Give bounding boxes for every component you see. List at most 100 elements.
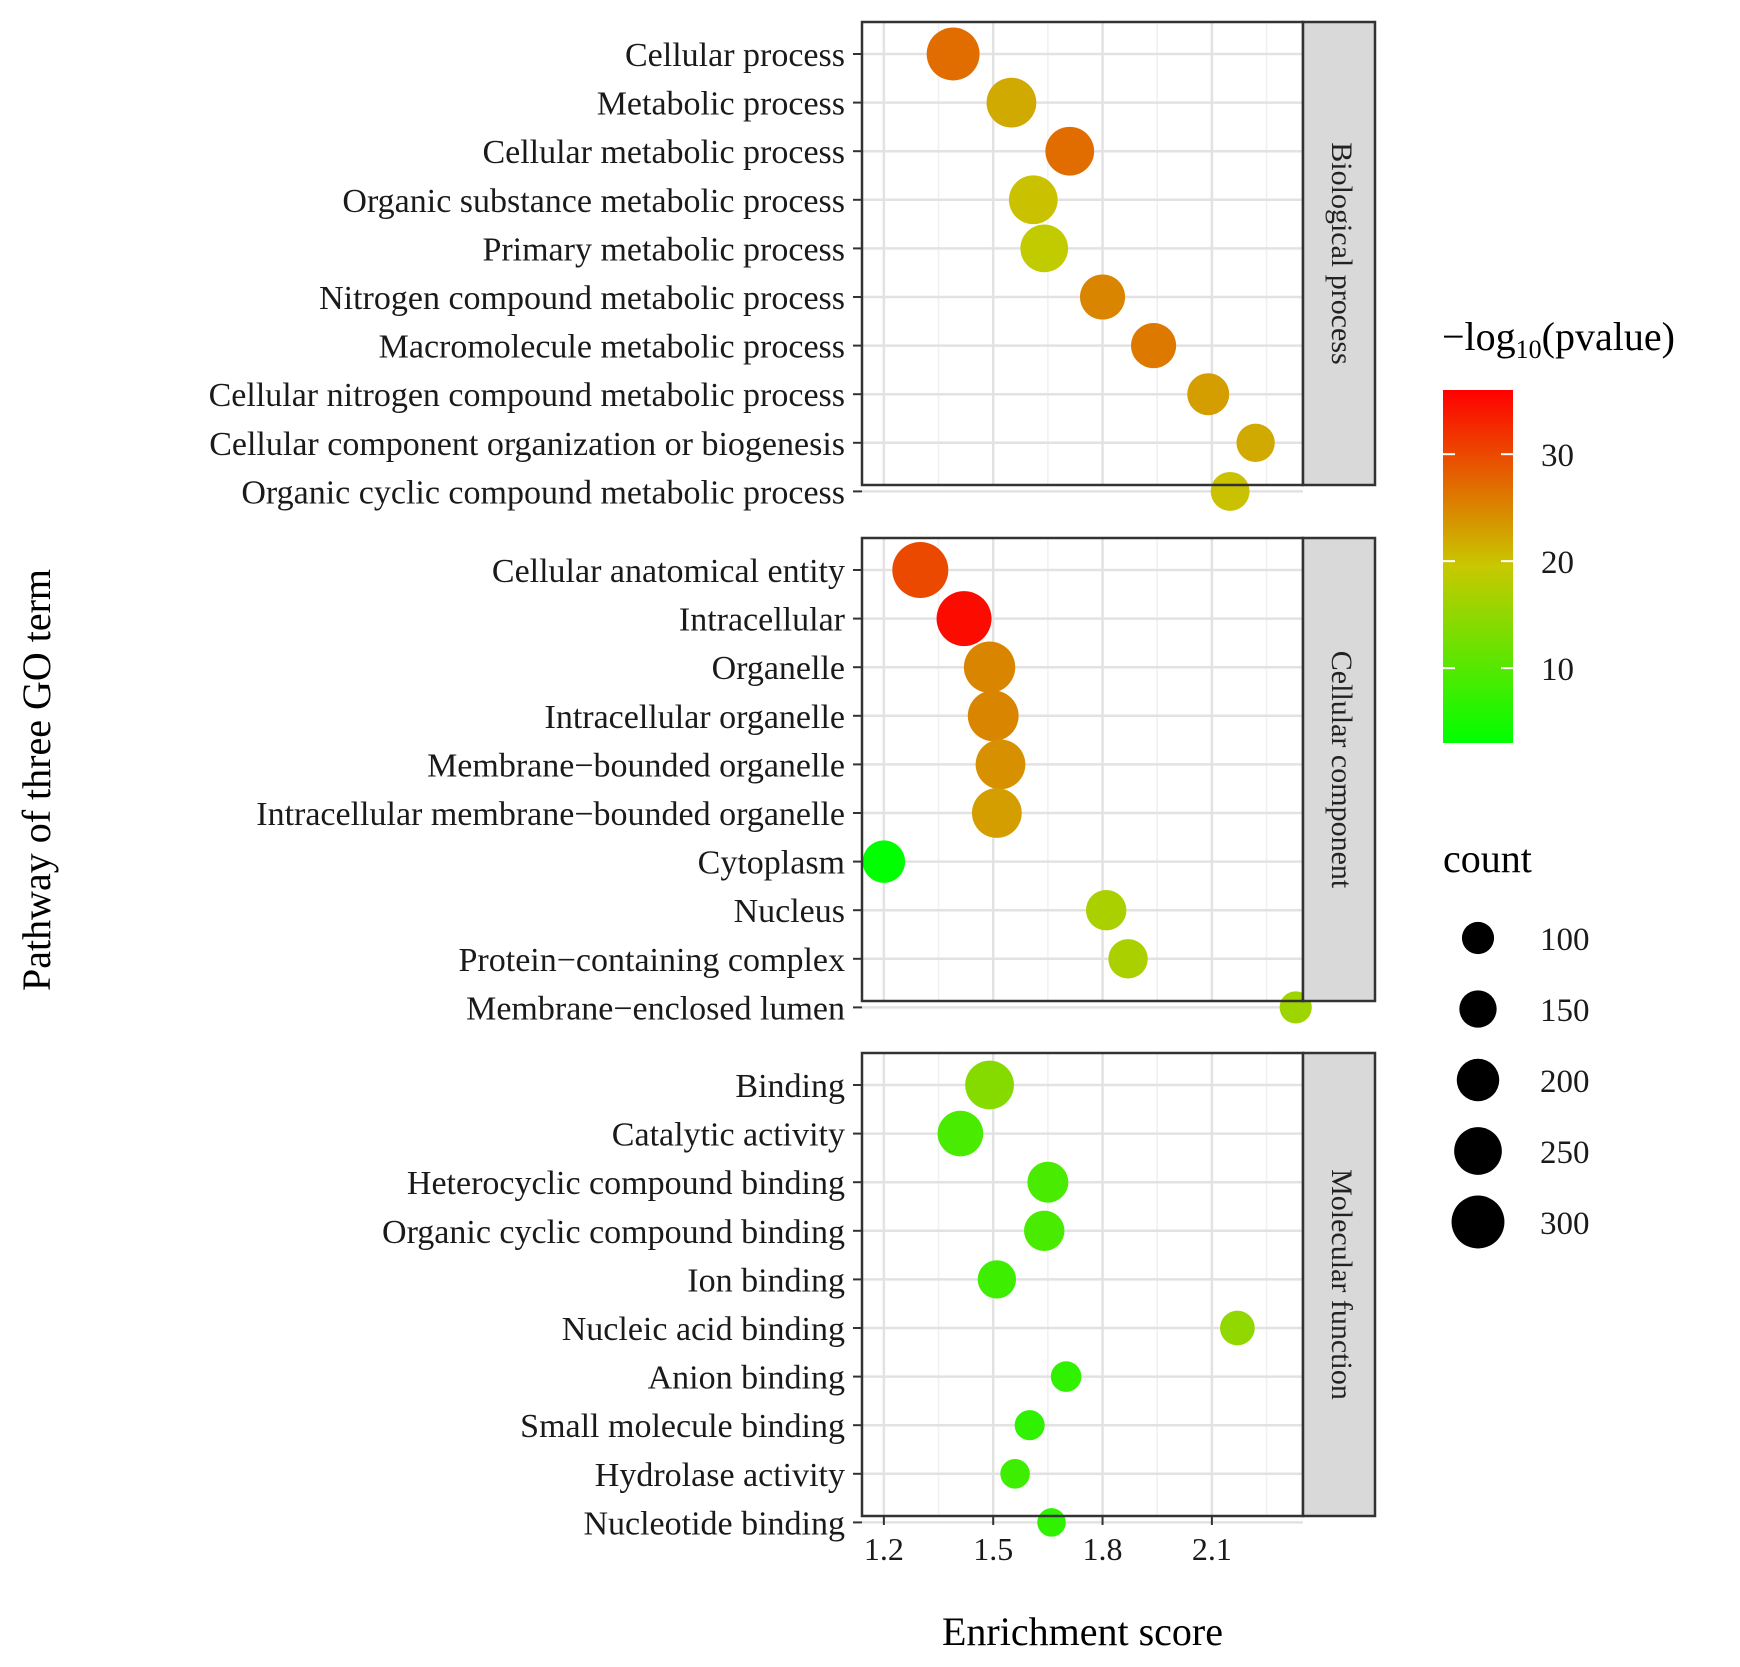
term-label: Cellular nitrogen compound metabolic pro… xyxy=(209,377,845,414)
data-point xyxy=(986,77,1037,128)
color-bar xyxy=(1443,390,1513,743)
data-point xyxy=(967,690,1019,742)
facet-cellular-component: Cellular component xyxy=(860,536,1377,1024)
size-legend-label: 250 xyxy=(1540,1135,1590,1171)
term-label: Cellular anatomical entity xyxy=(492,553,845,590)
term-label: Cellular process xyxy=(625,37,845,74)
facet-biological-process: Biological process xyxy=(860,20,1377,511)
x-tick-label: 1.5 xyxy=(973,1531,1013,1567)
data-point xyxy=(965,1060,1014,1110)
size-legend-label: 100 xyxy=(1540,922,1590,958)
term-label: Intracellular organelle xyxy=(545,699,846,736)
term-label: Nucleotide binding xyxy=(583,1505,845,1542)
size-legend-dot xyxy=(1456,1058,1500,1102)
term-label: Heterocyclic compound binding xyxy=(407,1165,845,1202)
data-point xyxy=(1210,471,1250,511)
term-label: Macromolecule metabolic process xyxy=(379,329,845,366)
data-point xyxy=(1027,1161,1069,1203)
data-point xyxy=(1045,126,1095,176)
color-legend-title-sub: 10 xyxy=(1516,335,1542,364)
data-point xyxy=(1108,939,1148,979)
color-bar-label: 10 xyxy=(1541,652,1574,688)
term-label: Cellular component organization or bioge… xyxy=(209,426,845,463)
color-bar-label: 30 xyxy=(1541,438,1574,474)
size-legend-dot xyxy=(1459,990,1497,1028)
term-label: Organic cyclic compound binding xyxy=(382,1214,845,1251)
size-legend-dot xyxy=(1454,1127,1502,1175)
data-point xyxy=(977,1260,1017,1299)
data-point xyxy=(963,641,1016,693)
size-legend-title: count xyxy=(1443,836,1532,881)
term-labels: Cellular process Metabolic process Cellula… xyxy=(209,37,862,1542)
y-axis-title: Pathway of three GO term xyxy=(14,569,59,991)
data-point xyxy=(971,788,1022,838)
data-point xyxy=(1187,373,1230,416)
data-point xyxy=(1014,1410,1045,1441)
color-legend-title-tail: (pvalue) xyxy=(1542,314,1675,359)
x-axis-title: Enrichment score xyxy=(942,1609,1223,1654)
term-label: Nucleus xyxy=(734,893,845,930)
data-point xyxy=(1131,323,1177,369)
term-label: Cellular metabolic process xyxy=(482,134,845,171)
term-label: Organelle xyxy=(712,650,845,687)
data-point xyxy=(1050,1361,1082,1392)
facet-strip xyxy=(1301,20,1377,487)
term-label: Small molecule binding xyxy=(520,1408,845,1445)
term-label: Cytoplasm xyxy=(698,845,845,882)
size-legend-label: 150 xyxy=(1540,993,1590,1029)
term-label: Ion binding xyxy=(687,1262,845,1299)
facet-strip-label: Molecular function xyxy=(1325,1169,1358,1400)
data-point xyxy=(1020,224,1069,273)
term-label: Nitrogen compound metabolic process xyxy=(319,280,845,317)
term-label: Intracellular xyxy=(679,602,846,639)
data-point xyxy=(1037,1508,1066,1537)
facet-strip-label: Cellular component xyxy=(1325,651,1358,889)
size-legend-dot xyxy=(1451,1195,1505,1249)
data-point xyxy=(926,27,980,81)
x-tick-label: 2.1 xyxy=(1192,1531,1232,1567)
panel-background xyxy=(862,22,1303,485)
panel-background xyxy=(862,538,1303,1001)
data-point xyxy=(937,1110,984,1157)
term-label: Catalytic activity xyxy=(612,1117,845,1154)
term-label: Primary metabolic process xyxy=(482,231,845,268)
data-point xyxy=(1000,1459,1030,1489)
x-axis: 1.2 1.5 1.8 2.1 xyxy=(864,1516,1232,1567)
term-label: Protein−containing complex xyxy=(459,942,845,979)
color-bar-label: 20 xyxy=(1541,545,1574,581)
data-point xyxy=(1079,274,1126,320)
term-label: Membrane−bounded organelle xyxy=(427,747,845,784)
term-label: Binding xyxy=(735,1068,845,1105)
facet-strip-label: Biological process xyxy=(1325,142,1358,364)
size-legend: count 100 150 200 250 300 xyxy=(1443,836,1590,1249)
facet-strip xyxy=(1301,1051,1377,1518)
size-legend-label: 200 xyxy=(1540,1064,1590,1100)
data-point xyxy=(1236,423,1275,462)
data-point xyxy=(1024,1210,1065,1252)
panel-background xyxy=(862,1053,1303,1516)
color-legend-title: −log10(pvalue) xyxy=(1442,314,1675,364)
term-label: Anion binding xyxy=(648,1360,845,1397)
x-tick-label: 1.8 xyxy=(1083,1531,1123,1567)
data-point xyxy=(1008,175,1058,225)
term-label: Intracellular membrane−bounded organelle xyxy=(256,796,845,833)
data-point xyxy=(936,591,992,647)
x-tick-label: 1.2 xyxy=(864,1531,904,1567)
data-point xyxy=(892,542,949,598)
term-label: Metabolic process xyxy=(597,86,845,123)
term-label: Hydrolase activity xyxy=(595,1457,845,1494)
size-legend-dot xyxy=(1461,921,1495,955)
data-point xyxy=(975,739,1026,790)
data-point xyxy=(1085,889,1127,931)
term-label: Organic cyclic compound metabolic proces… xyxy=(241,474,845,511)
data-point xyxy=(1220,1310,1255,1346)
data-point xyxy=(862,840,906,883)
facet-molecular-function: Molecular function xyxy=(860,1051,1377,1537)
color-legend-title-main: −log xyxy=(1442,314,1516,359)
term-label: Nucleic acid binding xyxy=(562,1311,845,1348)
facet-panels: Biological process Cellular component Mole… xyxy=(860,20,1377,1537)
facet-strip xyxy=(1301,536,1377,1003)
term-label: Organic substance metabolic process xyxy=(342,183,845,220)
